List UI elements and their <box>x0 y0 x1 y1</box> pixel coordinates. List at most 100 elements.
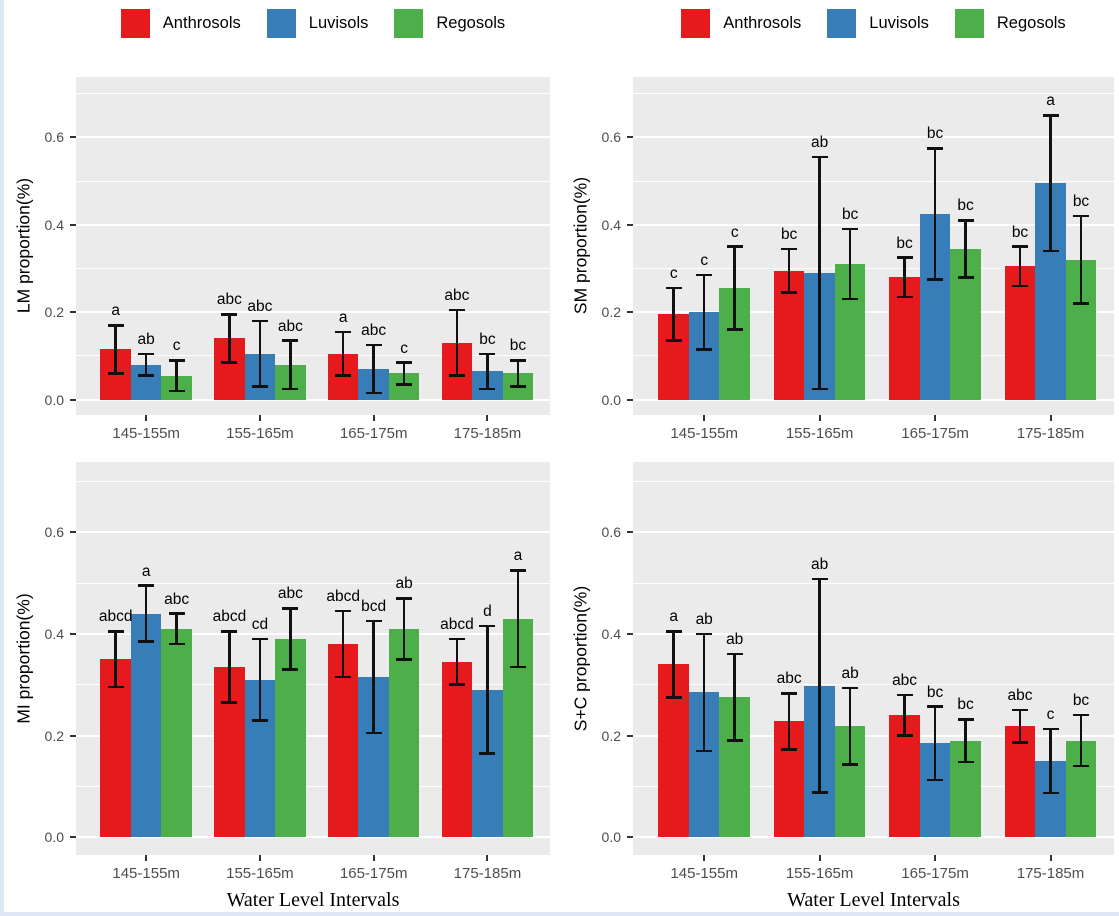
x-tick-label: 175-185m <box>1016 865 1085 882</box>
y-tick-label: 0.4 <box>601 625 621 642</box>
error-bar-line <box>903 694 906 736</box>
gridline-major <box>76 734 550 737</box>
error-bar-cap-top <box>479 624 496 628</box>
gridline-minor <box>633 93 1114 95</box>
error-bar-cap-bottom <box>1012 284 1028 288</box>
gridline-major <box>76 398 550 401</box>
anthrosols-color-swatch-icon <box>681 8 711 38</box>
y-axis-title: S+C proportion(%) <box>570 585 591 731</box>
error-bar-cap-bottom <box>282 387 299 390</box>
gridline-major <box>76 311 550 314</box>
error-bar-cap-top <box>781 692 798 695</box>
error-bar-line <box>818 578 821 793</box>
error-bar-cap-top <box>1073 214 1089 218</box>
significance-letter: ab <box>811 555 829 573</box>
significance-letter: bc <box>479 330 496 348</box>
legend-item-regosols: Regosols <box>954 8 1066 38</box>
error-bar-line <box>818 157 821 389</box>
gridline-major <box>633 223 1114 226</box>
error-bar-line <box>455 638 459 685</box>
error-bar-cap-top <box>365 343 382 347</box>
error-bar-cap-top <box>335 609 352 613</box>
significance-letter: ab <box>395 575 413 593</box>
error-bar-cap-top <box>448 637 465 641</box>
significance-letter: d <box>483 603 492 621</box>
significance-letter: cd <box>251 615 269 633</box>
significance-letter: ab <box>695 610 713 628</box>
error-bar-cap-top <box>282 607 299 610</box>
x-tick-mark <box>703 415 706 421</box>
x-tick-mark <box>1049 855 1052 861</box>
error-bar-cap-bottom <box>896 734 913 737</box>
error-bar-cap-top <box>896 256 913 259</box>
x-axis-title: Water Level Intervals <box>787 889 960 911</box>
error-bar-line <box>516 570 520 667</box>
significance-letter: c <box>700 252 709 270</box>
legend: Anthrosols Luvisols Regosols <box>603 6 1119 40</box>
error-bar-cap-bottom <box>842 297 859 301</box>
significance-letter: a <box>111 302 120 320</box>
y-tick-label: 0.0 <box>601 829 621 846</box>
bar-regosols-145-155m <box>161 628 192 838</box>
significance-letter: c <box>172 337 181 355</box>
legend-item-anthrosols: Anthrosols <box>120 8 241 38</box>
x-tick-label: 155-165m <box>785 865 854 882</box>
error-bar-cap-bottom <box>1042 791 1059 795</box>
error-bar-line <box>1018 246 1022 286</box>
x-tick-mark <box>486 855 489 861</box>
error-bar-cap-top <box>842 686 859 690</box>
x-tick-label: 165-175m <box>339 865 408 882</box>
error-bar-cap-bottom <box>726 328 743 331</box>
gridline-major <box>633 531 1114 534</box>
significance-letter: abc <box>444 287 470 305</box>
error-bar-cap-top <box>138 352 155 356</box>
error-bar-cap-top <box>282 339 299 342</box>
error-bar-line <box>1049 728 1052 793</box>
error-bar-line <box>733 246 736 330</box>
x-tick-label: 155-165m <box>226 865 294 882</box>
legend-item-luvisols: Luvisols <box>266 8 368 38</box>
gridline-minor <box>76 582 550 584</box>
error-bar-line <box>702 275 706 350</box>
error-bar-cap-top <box>509 569 526 572</box>
gridline-minor <box>633 480 1114 482</box>
y-axis-title: SM proportion(%) <box>570 176 591 315</box>
anthrosols-color-swatch-icon <box>120 8 150 38</box>
significance-letter: bc <box>957 197 974 215</box>
error-bar-line <box>1079 715 1083 767</box>
y-axis-title: LM proportion(%) <box>13 177 34 314</box>
y-tick-label: 0.4 <box>44 625 64 642</box>
error-bar-cap-top <box>168 612 185 615</box>
gridline-minor <box>76 684 550 686</box>
gridline-major <box>76 223 550 226</box>
error-bar-cap-bottom <box>448 683 465 686</box>
y-tick-mark <box>627 531 633 534</box>
error-bar-cap-top <box>957 718 974 721</box>
error-bar-cap-top <box>509 359 526 362</box>
error-bar-cap-bottom <box>221 701 238 704</box>
gridline-major <box>76 136 550 139</box>
y-tick-mark <box>627 398 633 401</box>
error-bar-cap-top <box>1012 245 1028 248</box>
significance-letter: abcd <box>98 608 133 626</box>
error-bar-cap-top <box>396 361 413 364</box>
error-bar-cap-bottom <box>781 748 798 751</box>
error-bar-cap-bottom <box>168 389 185 393</box>
y-tick-label: 0.2 <box>601 304 621 321</box>
y-tick-label: 0.4 <box>44 216 64 233</box>
error-bar-line <box>964 719 967 762</box>
error-bar-line <box>848 229 852 300</box>
error-bar-line <box>114 325 117 374</box>
x-tick-label: 155-165m <box>785 425 854 442</box>
significance-letter: bc <box>1072 193 1090 211</box>
y-tick-mark <box>70 398 76 401</box>
bar-anthrosols-175-185m <box>441 661 473 838</box>
significance-letter: bcd <box>361 598 387 616</box>
y-tick-label: 0.2 <box>601 727 621 744</box>
legend-label: Luvisols <box>869 13 929 32</box>
error-bar-line <box>516 360 520 387</box>
error-bar-line <box>341 331 345 376</box>
y-tick-mark <box>627 632 633 635</box>
error-bar-line <box>114 631 117 688</box>
error-bar-cap-bottom <box>251 719 268 722</box>
